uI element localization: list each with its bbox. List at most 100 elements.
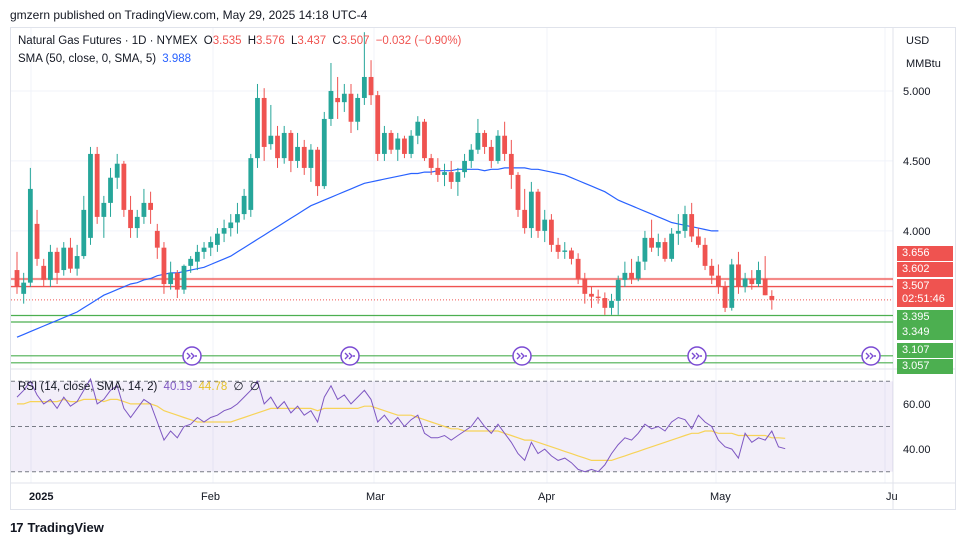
candle-body xyxy=(128,209,133,229)
candle xyxy=(542,209,548,243)
high-value: 3.576 xyxy=(256,35,285,47)
candle-body xyxy=(121,163,127,210)
candle-body xyxy=(14,270,20,287)
candle xyxy=(716,264,721,294)
currency-label: USD xyxy=(906,35,930,47)
rsi-extra-1: ∅ xyxy=(233,381,244,393)
candle xyxy=(14,251,20,294)
candle-body xyxy=(368,76,374,96)
candle-body xyxy=(495,135,501,161)
rsi-ma-value: 44.78 xyxy=(198,381,228,393)
candle-body xyxy=(602,298,608,308)
candle xyxy=(355,93,361,131)
price-tag: 3.602 xyxy=(897,262,953,277)
time-tick-label: Ju xyxy=(886,491,898,503)
candle-body xyxy=(422,121,427,159)
chart-frame[interactable] xyxy=(10,27,956,510)
candle-body xyxy=(769,295,775,300)
candle xyxy=(341,83,347,112)
candle-body xyxy=(108,177,113,203)
candle-body xyxy=(549,219,554,245)
candle xyxy=(161,242,167,294)
low-label: L xyxy=(291,35,298,47)
candles xyxy=(14,32,775,315)
candle xyxy=(121,160,127,217)
symbol-label: Natural Gas Futures · 1D · NYMEX xyxy=(18,35,198,47)
candle-body xyxy=(502,135,508,154)
candle xyxy=(194,244,200,271)
candle xyxy=(27,167,33,287)
open-value: 3.535 xyxy=(212,35,242,47)
candle xyxy=(415,116,421,145)
candle xyxy=(108,167,113,217)
candle-body xyxy=(355,97,361,122)
candle xyxy=(208,236,214,257)
candle xyxy=(428,153,434,175)
candle-body xyxy=(68,247,73,269)
candle xyxy=(462,153,467,178)
candle-body xyxy=(388,132,394,150)
price-tag: 02:51:46 xyxy=(897,292,953,307)
candle xyxy=(722,281,728,313)
candle-body xyxy=(716,275,721,287)
candle-body xyxy=(114,163,120,178)
price-tag: 3.507 xyxy=(897,279,953,294)
candle xyxy=(702,237,708,271)
open-label: O xyxy=(203,35,213,47)
rsi-ma-line xyxy=(17,398,786,461)
candle-body xyxy=(736,264,741,287)
candle-body xyxy=(589,293,594,297)
event-marker-icon xyxy=(687,346,707,366)
publisher-caption: gmzern published on TradingView.com, May… xyxy=(10,8,368,22)
candle xyxy=(442,163,447,187)
price-tick-label: 4.500 xyxy=(903,156,931,168)
candle xyxy=(88,146,93,245)
candle-body xyxy=(742,278,748,287)
rsi-value: 40.19 xyxy=(163,381,193,393)
candle-body xyxy=(675,230,681,234)
candle xyxy=(535,188,541,238)
candle xyxy=(742,272,748,293)
candle xyxy=(34,209,40,266)
candle-body xyxy=(655,242,661,248)
candle-body xyxy=(321,118,327,187)
candle xyxy=(268,104,274,150)
candle-body xyxy=(341,93,347,103)
candle-body xyxy=(582,278,588,294)
candle xyxy=(348,83,354,133)
event-marker-icon xyxy=(861,346,881,366)
candle-body xyxy=(81,209,87,257)
price-tag: 3.395 xyxy=(897,310,953,325)
event-arrow xyxy=(516,352,527,360)
candle-body xyxy=(41,265,47,280)
candle xyxy=(622,261,628,287)
candle-body xyxy=(361,76,367,98)
candle xyxy=(395,132,401,161)
candle-body xyxy=(228,222,234,229)
candle-body xyxy=(475,132,481,150)
candle-body xyxy=(215,233,220,245)
event-arrow xyxy=(344,352,355,360)
currency-selector[interactable]: USD MMBtu xyxy=(896,30,954,82)
price-tick-label: 4.000 xyxy=(903,226,931,238)
rsi-tick-label: 40.00 xyxy=(903,444,931,456)
candle xyxy=(762,256,768,296)
price-tick-label: 5.000 xyxy=(903,86,931,98)
candle-body xyxy=(722,286,728,308)
candle-body xyxy=(535,191,541,231)
candle xyxy=(569,247,574,265)
event-markers xyxy=(182,346,881,366)
candle-body xyxy=(88,153,93,238)
candle-body xyxy=(515,174,521,210)
candle xyxy=(308,144,314,182)
rsi-extra-2: ∅ xyxy=(249,381,260,393)
candle-body xyxy=(468,149,474,161)
close-value: 3.507 xyxy=(340,35,370,47)
candle-body xyxy=(709,265,715,276)
candle-body xyxy=(54,251,60,273)
rsi-line xyxy=(16,377,786,473)
candle xyxy=(655,233,661,257)
candle xyxy=(629,258,634,285)
candle xyxy=(468,144,474,168)
